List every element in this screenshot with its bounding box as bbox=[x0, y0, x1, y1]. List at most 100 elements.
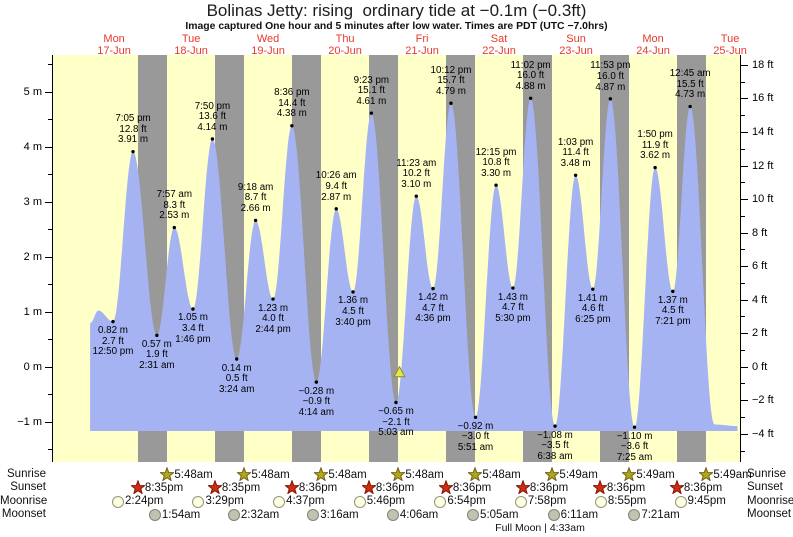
tide-extreme-dot bbox=[131, 149, 135, 154]
right-axis-tick bbox=[741, 266, 748, 268]
row-label-left-sunrise: Sunrise bbox=[7, 468, 46, 480]
day-label: Fri 21-Jun bbox=[387, 33, 457, 57]
tide-extreme-dot bbox=[334, 207, 338, 211]
day-date: 25-Jun bbox=[713, 45, 747, 57]
tide-extreme-dot bbox=[431, 286, 435, 291]
moonset-time: 6:11am bbox=[560, 508, 599, 521]
tide-event-label: 11:23 am 10.2 ft 3.10 m bbox=[396, 157, 437, 190]
left-axis-tick bbox=[45, 201, 52, 203]
right-axis-minor-tick bbox=[741, 215, 745, 217]
day-date: 18-Jun bbox=[174, 45, 208, 57]
tide-event-label: 12:15 pm 10.8 ft 3.30 m bbox=[475, 146, 517, 179]
left-axis-tick bbox=[45, 366, 52, 368]
tide-event-label: 1.42 m 4.7 ft 4:36 pm bbox=[415, 292, 451, 325]
moonset-time: 3:16am bbox=[320, 508, 359, 521]
left-axis-label: −1 m bbox=[17, 415, 42, 428]
moonrise-icon bbox=[192, 495, 205, 508]
day-name: Fri bbox=[415, 33, 429, 45]
moonrise-icon bbox=[434, 495, 447, 508]
row-label-right-moonset: Moonset bbox=[747, 508, 792, 521]
tide-event-label: 10:26 am 9.4 ft 2.87 m bbox=[315, 170, 357, 203]
right-axis-tick bbox=[741, 199, 748, 201]
tide-curve bbox=[90, 96, 738, 432]
day-name: Tue bbox=[720, 33, 740, 45]
left-axis-label: 2 m bbox=[23, 250, 42, 263]
current-tide-marker bbox=[393, 365, 406, 378]
sunrise-icon bbox=[468, 467, 483, 481]
day-name: Mon bbox=[642, 33, 664, 45]
day-label: Thu 20-Jun bbox=[310, 33, 380, 57]
moon-phase-label: Full Moon | 4:33am bbox=[495, 522, 585, 534]
row-label-right-sunrise: Sunrise bbox=[747, 468, 786, 480]
day-date: 20-Jun bbox=[328, 45, 362, 57]
day-label: Tue 18-Jun bbox=[156, 33, 226, 57]
tide-extreme-dot bbox=[414, 194, 418, 198]
tide-event-label: −0.65 m −2.1 ft 5:03 am bbox=[378, 405, 414, 439]
left-axis-tick bbox=[45, 311, 52, 313]
sunset-icon bbox=[438, 480, 453, 495]
tide-extreme-dot bbox=[573, 173, 578, 177]
day-name: Thu bbox=[335, 33, 355, 45]
moonrise-icon bbox=[353, 495, 366, 508]
tide-event-label: 12:45 am 15.5 ft 4.73 m bbox=[669, 68, 711, 101]
tide-event-label: 0.82 m 2.7 ft 12:50 pm bbox=[92, 325, 134, 358]
tide-event-label: 1:50 pm 11.9 ft 3.62 m bbox=[637, 129, 673, 162]
sunset-time: 8:36pm bbox=[452, 481, 492, 494]
right-axis-label: −2 ft bbox=[752, 394, 774, 407]
tide-extreme-dot bbox=[528, 96, 533, 100]
day-date: 17-Jun bbox=[97, 45, 131, 57]
day-label: Wed 19-Jun bbox=[233, 33, 303, 57]
sunrise-icon bbox=[160, 467, 175, 481]
sunrise-icon bbox=[314, 467, 329, 481]
moonset-icon bbox=[227, 509, 240, 522]
tide-extreme-dot bbox=[290, 124, 294, 128]
day-label: Mon 24-Jun bbox=[618, 33, 688, 57]
row-label-left-sunset: Sunset bbox=[10, 481, 46, 494]
tide-event-label: 1:03 pm 11.4 ft 3.48 m bbox=[557, 136, 594, 169]
left-axis-minor-tick bbox=[48, 449, 52, 451]
sunrise-time: 5:49am bbox=[713, 468, 752, 481]
right-axis-label: 8 ft bbox=[752, 226, 768, 239]
tide-extreme-dot bbox=[473, 415, 478, 419]
sunset-icon bbox=[207, 480, 222, 495]
sunset-time: 8:36pm bbox=[606, 481, 646, 494]
right-axis-label: −4 ft bbox=[752, 427, 774, 440]
right-axis-minor-tick bbox=[741, 115, 745, 117]
tide-extreme-dot bbox=[688, 104, 692, 109]
left-axis-minor-tick bbox=[48, 119, 52, 121]
right-axis-tick bbox=[741, 232, 748, 234]
tide-event-label: 1.37 m 4.5 ft 7:21 pm bbox=[655, 294, 691, 328]
day-name: Sun bbox=[566, 33, 586, 45]
tide-event-label: 1.36 m 4.5 ft 3:40 pm bbox=[335, 295, 371, 328]
left-axis-minor-tick bbox=[48, 229, 52, 231]
page-title: Bolinas Jetty: rising ordinary tide at −… bbox=[206, 1, 587, 20]
tide-extreme-dot bbox=[234, 357, 239, 361]
right-axis-tick bbox=[741, 299, 748, 301]
right-axis-label: 6 ft bbox=[752, 260, 768, 273]
tide-chart-plot: 0.82 m 2.7 ft 12:50 pm 7:05 pm 12.8 ft 3.… bbox=[53, 55, 740, 462]
tide-extreme-dot bbox=[155, 333, 159, 338]
moonrise-icon bbox=[111, 495, 124, 508]
left-axis-label: 1 m bbox=[23, 305, 42, 318]
sunrise-time: 5:48am bbox=[174, 468, 213, 481]
sunrise-time: 5:48am bbox=[482, 468, 521, 481]
day-date: 21-Jun bbox=[405, 45, 439, 57]
sunset-icon bbox=[130, 480, 145, 495]
left-axis-minor-tick bbox=[48, 394, 52, 396]
day-name: Sat bbox=[490, 33, 508, 45]
right-axis-minor-tick bbox=[741, 282, 745, 284]
left-axis-minor-tick bbox=[48, 64, 52, 66]
tide-event-label: 7:05 pm 12.8 ft 3.91 m bbox=[115, 113, 151, 146]
sunset-time: 8:35pm bbox=[221, 481, 261, 494]
sunset-icon bbox=[669, 480, 684, 495]
tide-event-label: 8:36 pm 14.4 ft 4.38 m bbox=[274, 87, 310, 120]
tide-event-label: 1.23 m 4.0 ft 2:44 pm bbox=[255, 302, 291, 335]
row-label-left-moonset: Moonset bbox=[1, 508, 46, 521]
right-axis-minor-tick bbox=[741, 182, 745, 184]
tide-event-label: −1.08 m −3.5 ft 6:38 am bbox=[537, 429, 573, 462]
tide-extreme-dot bbox=[494, 183, 498, 187]
tide-extreme-dot bbox=[351, 290, 355, 294]
right-axis-minor-tick bbox=[741, 383, 745, 385]
moonset-icon bbox=[628, 509, 641, 522]
